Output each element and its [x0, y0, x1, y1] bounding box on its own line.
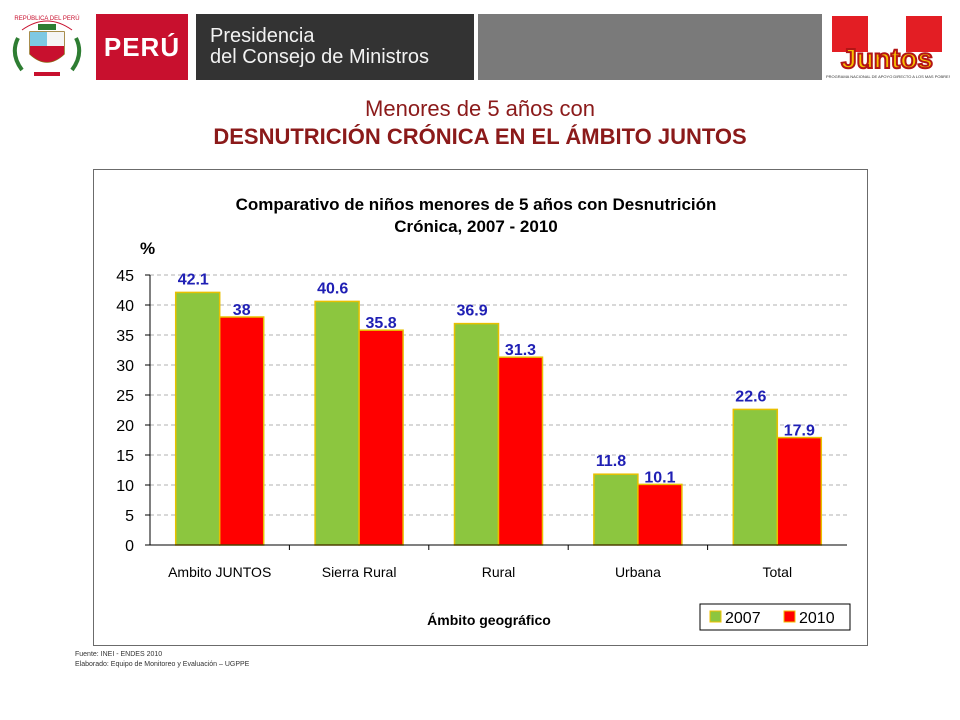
- source-note: Fuente: INEI - ENDES 2010: [75, 651, 163, 658]
- legend-swatch-2007: [709, 610, 722, 623]
- slide-footer: Fuente: INEI - ENDES 2010 Elaborado: Equ…: [75, 650, 249, 670]
- data-label-2007: 40.6: [317, 280, 348, 297]
- header-gray-banner: [478, 14, 822, 80]
- juntos-logo-text: Juntos: [841, 43, 933, 74]
- data-label-2007: 11.8: [596, 453, 626, 470]
- data-label-2010: 10.1: [644, 469, 675, 486]
- chart-frame: Comparativo de niños menores de 5 años c…: [93, 169, 868, 646]
- y-tick-label: 40: [116, 298, 134, 315]
- x-axis-label: Ámbito geográfico: [427, 612, 551, 628]
- juntos-program-logo: Juntos: [832, 16, 942, 75]
- bar-2007-4: [732, 408, 779, 546]
- y-tick-label: 35: [116, 328, 134, 345]
- x-tick-label: Rural: [482, 564, 515, 580]
- y-tick-label: 25: [116, 388, 134, 405]
- x-tick-label: Total: [763, 564, 793, 580]
- y-axis-label: %: [140, 239, 155, 258]
- legend-label-2007: 2007: [725, 610, 761, 627]
- bar-2007-2: [453, 322, 500, 546]
- data-label-2010: 17.9: [784, 423, 815, 440]
- slide-header: REPÚBLICA DEL PERÚ PERÚ Presidencia del …: [0, 0, 960, 86]
- legend-label-2010: 2010: [799, 610, 835, 627]
- y-tick-label: 5: [125, 508, 134, 525]
- y-tick-label: 10: [116, 478, 134, 495]
- x-tick-label: Sierra Rural: [322, 564, 397, 580]
- institution-line-2: del Consejo de Ministros: [210, 46, 429, 68]
- y-tick-label: 20: [116, 418, 134, 435]
- y-tick-label: 0: [125, 538, 134, 555]
- institution-line-1: Presidencia: [210, 25, 315, 47]
- legend: 2007 2010: [699, 603, 851, 631]
- axes: 0 5 10 15 20 25 30 35 40 45 Ambito JUNTOS Sierra Ru…: [116, 268, 847, 580]
- slide-title-line-2: DESNUTRICIÓN CRÓNICA EN EL ÁMBITO JUNTOS: [213, 124, 747, 149]
- bar-2010-2: [497, 356, 544, 546]
- bar-2007-1: [314, 300, 360, 546]
- data-label-2007: 42.1: [178, 271, 209, 288]
- prepared-by-note: Elaborado: Equipo de Monitoreo y Evaluac…: [75, 661, 250, 668]
- bar-2010-0: [218, 316, 265, 546]
- data-label-2007: 36.9: [457, 303, 488, 320]
- chart-title-line-2: Crónica, 2007 - 2010: [394, 217, 557, 236]
- x-tick-label: Urbana: [615, 564, 661, 580]
- chart-title-line-1: Comparativo de niños menores de 5 años c…: [236, 195, 717, 214]
- data-label-2010: 35.8: [366, 315, 397, 332]
- institution-name: Presidencia del Consejo de Ministros: [196, 14, 474, 80]
- crest-caption: REPÚBLICA DEL PERÚ: [14, 15, 79, 22]
- peru-brand-block: PERÚ: [96, 14, 188, 80]
- y-tick-label: 15: [116, 448, 134, 465]
- y-tick-label: 30: [116, 358, 134, 375]
- bar-2010-1: [358, 329, 404, 546]
- bar-2010-4: [776, 436, 823, 546]
- bar-2007-3: [593, 473, 639, 546]
- bar-chart: Comparativo de niños menores de 5 años c…: [116, 195, 851, 631]
- bar-2010-3: [637, 483, 683, 546]
- bars: 42.1 38 40.6 35.8 36.9 31.3 11.8 10.1 22.6 17.9: [174, 271, 823, 546]
- juntos-logo-subtitle: PROGRAMA NACIONAL DE APOYO DIRECTO A LOS…: [826, 74, 950, 79]
- slide-title-line-1: Menores de 5 años con: [365, 96, 595, 121]
- y-tick-label: 45: [116, 268, 134, 285]
- bar-2007-0: [174, 291, 221, 546]
- legend-swatch-2010: [783, 610, 796, 623]
- peru-coat-of-arms-icon: REPÚBLICA DEL PERÚ: [12, 15, 82, 76]
- data-label-2007: 22.6: [735, 388, 766, 405]
- data-label-2010: 31.3: [505, 342, 536, 359]
- data-label-2010: 38: [233, 302, 251, 319]
- x-tick-label: Ambito JUNTOS: [168, 564, 271, 580]
